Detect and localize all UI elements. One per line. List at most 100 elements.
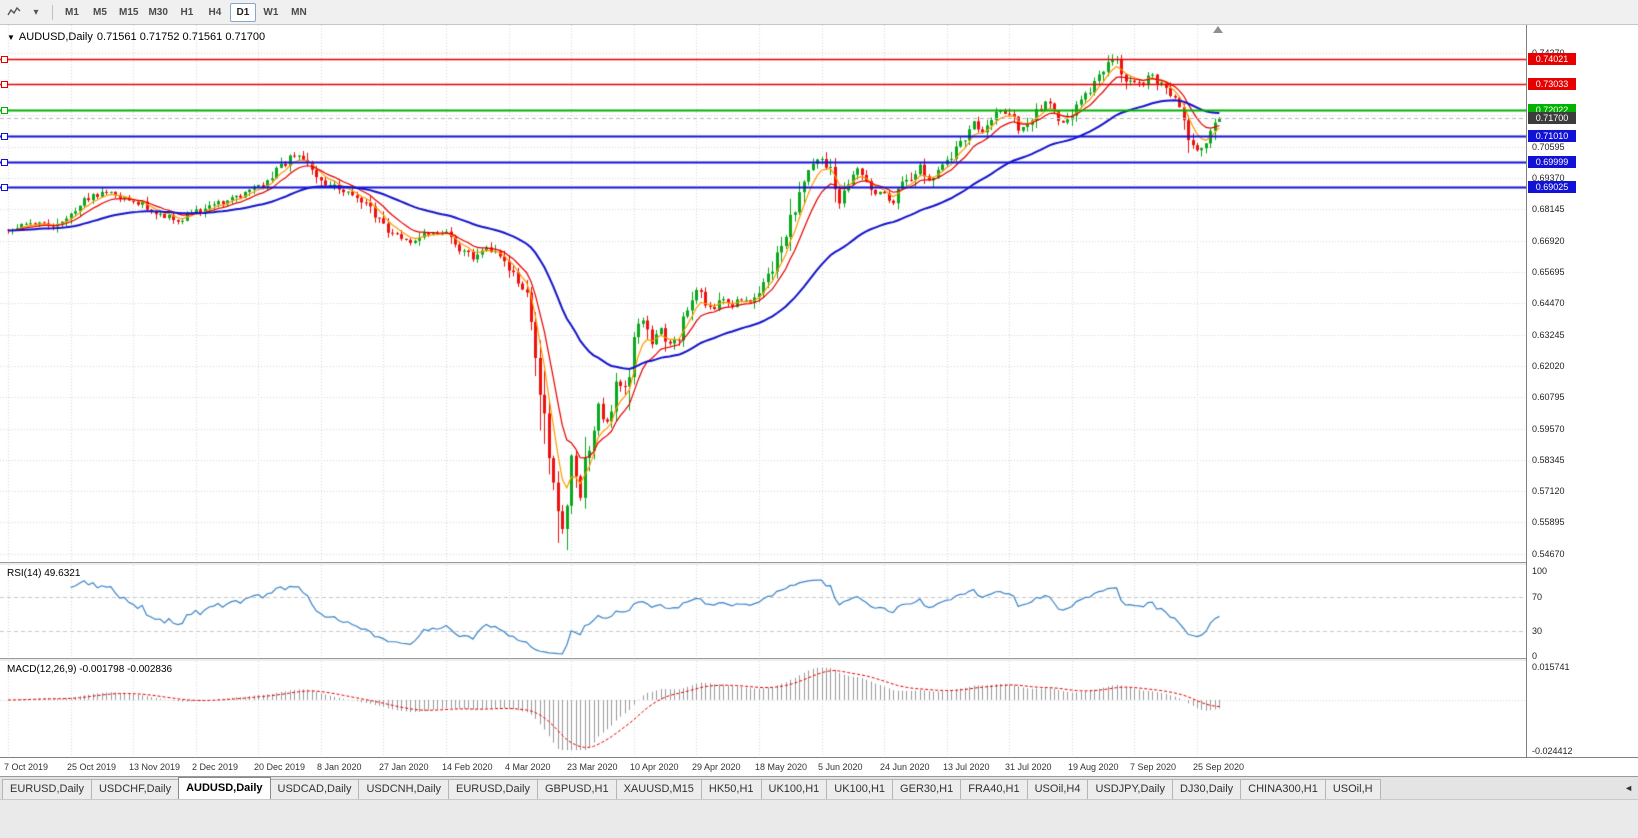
chart-tab-usdchf-daily[interactable]: USDCHF,Daily [90,779,180,799]
price-badge-0.71700: 0.71700 [1528,112,1576,124]
price-badge-0.69025: 0.69025 [1528,181,1576,193]
price-axis-label: 0.64470 [1532,298,1565,308]
price-axis-label: 0.60795 [1532,392,1565,402]
panel-splitter-rsi[interactable] [0,562,1638,565]
date-axis-label: 7 Oct 2019 [4,762,49,772]
timeframe-button-m1[interactable]: M1 [59,3,85,22]
toolbar-separator [52,4,53,20]
date-axis-label: 7 Sep 2020 [1130,762,1177,772]
timeframe-button-m30[interactable]: M30 [144,3,171,22]
chart-area: ▼ AUDUSD,Daily 0.71561 0.71752 0.71561 0.7… [0,25,1638,776]
chart-tab-usoil-h[interactable]: USOil,H [1324,779,1381,799]
date-axis[interactable]: 7 Oct 2019 25 Oct 2019 13 Nov 2019 2 Dec 20… [0,757,1638,776]
price-axis-label: 0.55895 [1532,517,1565,527]
chart-tab-dj30-daily[interactable]: DJ30,Daily [1171,779,1242,799]
price-chart-canvas[interactable] [0,25,1526,562]
chart-tab-usdcad-daily[interactable]: USDCAD,Daily [269,779,360,799]
chart-ohlc-values: 0.71561 0.71752 0.71561 0.71700 [96,31,266,43]
chart-tab-china300-h1[interactable]: CHINA300,H1 [1240,779,1326,799]
date-axis-label: 25 Sep 2020 [1193,762,1245,772]
date-axis-label: 27 Jan 2020 [379,762,429,772]
price-axis-label: 0.62020 [1532,361,1565,371]
hline-handle-0.69025[interactable] [1,184,8,191]
price-axis-label: 0.68145 [1532,204,1565,214]
rsi-axis-label: 0 [1532,651,1538,661]
timeframe-button-h4[interactable]: H4 [202,3,228,22]
date-axis-label: 14 Feb 2020 [442,762,493,772]
chart-tab-eurusd-daily[interactable]: EURUSD,Daily [2,779,92,799]
price-badge-0.71010: 0.71010 [1528,130,1576,142]
panel-splitter-macd[interactable] [0,658,1638,661]
hline-handle-0.74021[interactable] [1,56,8,63]
rsi-axis-label: 30 [1532,626,1543,636]
timeframe-button-d1[interactable]: D1 [229,2,256,22]
timeframe-toolbar: ▾ M1 M5 M15 M30 H1 H4 D1 W1 MN [0,0,1638,25]
macd-label: MACD(12,26,9) -0.001798 -0.002836 [7,664,173,675]
date-axis-label: 13 Jul 2020 [943,762,990,772]
date-axis-label: 19 Aug 2020 [1068,762,1119,772]
rsi-axis-label: 70 [1532,592,1543,602]
symbol-dropdown-icon[interactable]: ▼ [7,33,15,42]
chart-tab-usoil-h4[interactable]: USOil,H4 [1026,779,1089,799]
date-axis-label: 5 Jun 2020 [818,762,863,772]
chart-tab-eurusd-daily[interactable]: EURUSD,Daily [448,779,538,799]
main-price-panel: ▼ AUDUSD,Daily 0.71561 0.71752 0.71561 0.7… [0,25,1526,562]
macd-axis-min-label: -0.024412 [1532,746,1573,756]
price-axis-label: 0.66920 [1532,236,1565,246]
date-axis-label: 25 Oct 2019 [67,762,117,772]
date-axis-label: 18 May 2020 [755,762,808,772]
chart-tab-gbpusd-h1[interactable]: GBPUSD,H1 [537,779,617,799]
chart-tab-hk50-h1[interactable]: HK50,H1 [700,779,762,799]
price-badge-0.73033: 0.73033 [1528,78,1576,90]
tab-scroll-left-icon[interactable]: ◄ [1624,783,1633,793]
timeframe-button-h1[interactable]: H1 [174,3,200,22]
price-axis-label: 0.58345 [1532,455,1565,465]
chart-shift-marker[interactable] [1213,26,1223,33]
macd-indicator-panel: MACD(12,26,9) -0.001798 -0.002836 [0,661,1526,757]
zigzag-line-icon [7,6,21,16]
date-axis-label: 13 Nov 2019 [129,762,181,772]
price-badge-0.69999: 0.69999 [1528,156,1576,168]
timeframe-button-w1[interactable]: W1 [258,3,284,22]
chart-tab-xauusd-m15[interactable]: XAUUSD,M15 [615,779,702,799]
timeframe-button-m5[interactable]: M5 [87,3,113,22]
price-axis-label: 0.57120 [1532,486,1565,496]
chart-tab-ger30-h1[interactable]: GER30,H1 [892,779,962,799]
date-axis-label: 20 Dec 2019 [254,762,306,772]
chart-tab-uk100-h1[interactable]: UK100,H1 [826,779,894,799]
chart-tab-uk100-h1[interactable]: UK100,H1 [760,779,828,799]
date-axis-label: 24 Jun 2020 [880,762,930,772]
hline-handle-0.73033[interactable] [1,81,8,88]
chart-tab-audusd-daily[interactable]: AUDUSD,Daily [178,777,271,799]
chart-tab-bar: EURUSD,Daily USDCHF,Daily AUDUSD,Daily USDC… [0,776,1638,799]
price-axis-label: 0.59570 [1532,424,1565,434]
date-axis-label: 29 Apr 2020 [692,762,741,772]
timeframe-button-mn[interactable]: MN [286,3,312,22]
rsi-label: RSI(14) 49.6321 [7,568,81,579]
chart-line-icon[interactable] [3,2,25,23]
macd-axis-max-label: 0.015741 [1532,662,1570,672]
toolbar-dropdown-caret-icon[interactable]: ▾ [33,6,39,18]
price-badge-0.74021: 0.74021 [1528,53,1576,65]
rsi-indicator-panel: RSI(14) 49.6321 [0,565,1526,658]
date-axis-label: 23 Mar 2020 [567,762,618,772]
chart-ohlc-header: ▼ AUDUSD,Daily 0.71561 0.71752 0.71561 0.7… [7,31,269,43]
chart-tab-fra40-h1[interactable]: FRA40,H1 [960,779,1028,799]
date-axis-label: 2 Dec 2019 [192,762,239,772]
date-axis-label: 8 Jan 2020 [317,762,362,772]
price-axis-label: 0.70595 [1532,142,1565,152]
macd-chart-canvas[interactable] [0,661,1526,757]
hline-handle-0.69999[interactable] [1,159,8,166]
timeframe-button-m15[interactable]: M15 [115,3,142,22]
chart-tab-usdcnh-daily[interactable]: USDCNH,Daily [358,779,450,799]
rsi-chart-canvas[interactable] [0,565,1526,658]
hline-handle-0.72022[interactable] [1,107,8,114]
date-axis-label: 31 Jul 2020 [1005,762,1052,772]
hline-handle-0.7101[interactable] [1,133,8,140]
status-bar-area [0,799,1638,838]
chart-tab-usdjpy-daily[interactable]: USDJPY,Daily [1087,779,1173,799]
chart-symbol-title: AUDUSD,Daily [18,31,93,43]
price-axis[interactable]: 0.742700.705950.693700.681450.669200.656… [1526,25,1638,757]
price-axis-label: 0.65695 [1532,267,1565,277]
